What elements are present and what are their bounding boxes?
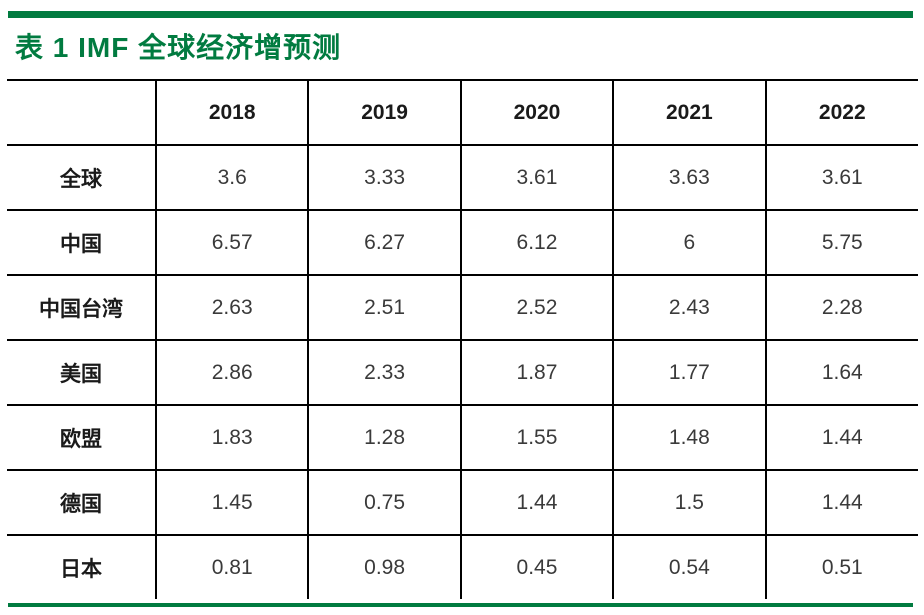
value-cell: 3.63 <box>612 144 766 210</box>
value-cell: 1.5 <box>612 469 766 535</box>
table-row: 德国 1.45 0.75 1.44 1.5 1.44 <box>7 469 918 535</box>
value-cell: 0.45 <box>459 534 614 599</box>
value-cell: 2.28 <box>764 274 918 340</box>
year-header: 2021 <box>612 79 766 145</box>
row-label: 日本 <box>7 534 156 599</box>
value-cell: 1.28 <box>307 404 461 470</box>
value-cell: 6.57 <box>154 209 309 275</box>
value-cell: 1.55 <box>459 404 614 470</box>
table-row: 全球 3.6 3.33 3.61 3.63 3.61 <box>7 144 918 210</box>
year-header: 2018 <box>154 79 309 145</box>
value-cell: 0.75 <box>307 469 461 535</box>
value-cell: 1.45 <box>154 469 309 535</box>
value-cell: 3.6 <box>154 144 309 210</box>
value-cell: 1.48 <box>612 404 766 470</box>
corner-cell <box>7 79 156 145</box>
value-cell: 2.51 <box>307 274 461 340</box>
table-row: 中国 6.57 6.27 6.12 6 5.75 <box>7 209 918 275</box>
value-cell: 1.83 <box>154 404 309 470</box>
value-cell: 6.27 <box>307 209 461 275</box>
value-cell: 0.98 <box>307 534 461 599</box>
value-cell: 3.61 <box>764 144 918 210</box>
value-cell: 1.44 <box>764 404 918 470</box>
value-cell: 1.77 <box>612 339 766 405</box>
value-cell: 2.63 <box>154 274 309 340</box>
year-header: 2020 <box>459 79 614 145</box>
bottom-accent-rule <box>8 603 913 607</box>
row-label: 德国 <box>7 469 156 535</box>
table-caption: 表 1 IMF 全球经济增预测 <box>15 32 342 63</box>
row-label: 中国台湾 <box>7 274 156 340</box>
table-header: 2018 2019 2020 2021 2022 <box>7 79 918 145</box>
value-cell: 0.51 <box>764 534 918 599</box>
row-label: 欧盟 <box>7 404 156 470</box>
value-cell: 2.33 <box>307 339 461 405</box>
table-row: 美国 2.86 2.33 1.87 1.77 1.64 <box>7 339 918 405</box>
value-cell: 6 <box>612 209 766 275</box>
value-cell: 0.54 <box>612 534 766 599</box>
value-cell: 3.33 <box>307 144 461 210</box>
value-cell: 2.52 <box>459 274 614 340</box>
value-cell: 6.12 <box>459 209 614 275</box>
table-row: 中国台湾 2.63 2.51 2.52 2.43 2.28 <box>7 274 918 340</box>
value-cell: 3.61 <box>459 144 614 210</box>
row-label: 美国 <box>7 339 156 405</box>
table-row: 日本 0.81 0.98 0.45 0.54 0.51 <box>7 534 918 599</box>
value-cell: 1.44 <box>459 469 614 535</box>
value-cell: 1.44 <box>764 469 918 535</box>
value-cell: 0.81 <box>154 534 309 599</box>
value-cell: 2.86 <box>154 339 309 405</box>
value-cell: 2.43 <box>612 274 766 340</box>
year-header: 2019 <box>307 79 461 145</box>
table-container: 2018 2019 2020 2021 2022 全球 3.6 3.33 3.61 3.63 3.… <box>7 79 918 599</box>
top-accent-bar <box>8 11 913 18</box>
table-header-row: 2018 2019 2020 2021 2022 <box>7 79 918 145</box>
table-body: 全球 3.6 3.33 3.61 3.63 3.61 中国 6.57 6.27 6.12 6 5.75… <box>7 144 918 599</box>
forecast-table: 2018 2019 2020 2021 2022 全球 3.6 3.33 3.61 3.63 3.… <box>7 79 918 599</box>
row-label: 中国 <box>7 209 156 275</box>
row-label: 全球 <box>7 144 156 210</box>
value-cell: 1.64 <box>764 339 918 405</box>
value-cell: 1.87 <box>459 339 614 405</box>
table-row: 欧盟 1.83 1.28 1.55 1.48 1.44 <box>7 404 918 470</box>
year-header: 2022 <box>764 79 918 145</box>
value-cell: 5.75 <box>764 209 918 275</box>
